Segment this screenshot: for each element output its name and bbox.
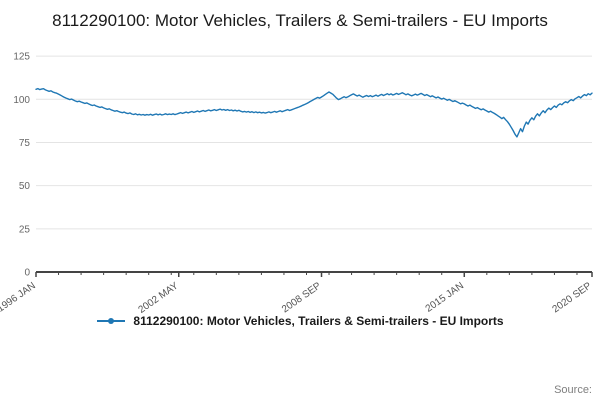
source-label: Source: (554, 384, 592, 396)
legend-item[interactable]: 8112290100: Motor Vehicles, Trailers & S… (0, 314, 600, 328)
legend-line-marker-icon (97, 318, 126, 325)
x-tick-label: 2002 MAY (137, 280, 181, 316)
y-tick-label: 0 (24, 268, 30, 279)
x-tick-label: 1996 JAN (0, 281, 38, 315)
series-line (35, 87, 593, 138)
x-tick-label: 2008 SEP (280, 280, 323, 315)
x-tick-label: 2020 SEP (551, 280, 594, 315)
y-tick-label: 75 (19, 138, 31, 149)
y-tick-label: 125 (13, 52, 30, 63)
y-tick-label: 25 (19, 224, 31, 235)
y-tick-label: 100 (13, 95, 30, 106)
x-tick-label: 2015 JAN (424, 281, 466, 315)
chart-title: 8112290100: Motor Vehicles, Trailers & S… (52, 11, 548, 30)
y-tick-label: 50 (19, 181, 31, 192)
legend-label: 8112290100: Motor Vehicles, Trailers & S… (133, 314, 504, 329)
line-chart: 0 25 50 75 100 125 1996 JAN 2002 MAY 2008 SEP 201… (0, 52, 594, 316)
